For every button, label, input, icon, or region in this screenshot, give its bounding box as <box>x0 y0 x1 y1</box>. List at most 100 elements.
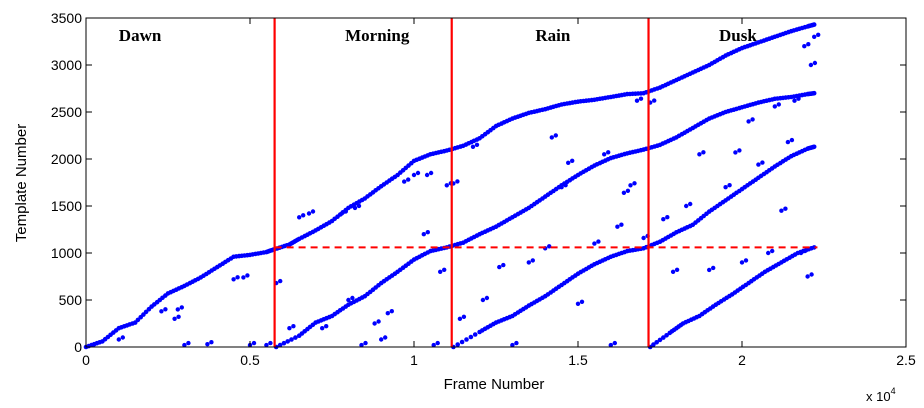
data-point <box>602 152 607 157</box>
data-point <box>592 241 597 246</box>
data-point <box>182 342 187 348</box>
data-point <box>459 339 465 345</box>
data-point <box>665 215 670 220</box>
y-tick-label: 2500 <box>51 104 82 120</box>
data-point <box>501 262 506 268</box>
data-point <box>802 44 807 49</box>
data-point <box>697 152 702 157</box>
data-point <box>802 248 808 254</box>
data-point <box>245 273 250 278</box>
series-0 <box>83 22 817 350</box>
data-point <box>457 316 463 321</box>
data-point <box>661 217 666 222</box>
data-point <box>701 150 706 155</box>
data-point <box>346 297 351 303</box>
data-point <box>285 339 291 344</box>
data-point <box>438 269 443 274</box>
data-point <box>343 209 348 214</box>
data-point <box>415 170 421 176</box>
data-point <box>480 297 486 303</box>
data-point <box>425 230 430 235</box>
data-point <box>739 260 745 265</box>
data-point <box>812 60 818 66</box>
data-point <box>287 326 292 331</box>
data-point <box>281 340 287 346</box>
data-point <box>455 179 460 184</box>
data-point <box>750 117 755 122</box>
data-point <box>727 183 732 188</box>
data-point <box>596 239 601 244</box>
y-tick-label: 1000 <box>51 245 82 261</box>
data-point <box>772 104 777 109</box>
data-point <box>324 324 329 329</box>
data-point <box>670 269 676 274</box>
data-point <box>579 299 585 304</box>
data-point <box>563 183 568 188</box>
data-point <box>231 277 236 282</box>
data-point <box>205 342 210 347</box>
reference-lines <box>273 18 818 347</box>
region-label-dusk: Dusk <box>719 26 757 45</box>
data-point <box>798 250 804 256</box>
data-point <box>723 185 728 190</box>
data-point <box>606 150 611 155</box>
data-point <box>575 301 581 306</box>
x-tick-label: 2.5 <box>896 352 916 368</box>
data-point <box>559 185 564 190</box>
data-point <box>186 340 191 346</box>
data-point <box>746 119 751 124</box>
data-point <box>268 340 273 346</box>
data-point <box>756 162 761 167</box>
data-point <box>812 34 817 39</box>
data-point <box>264 342 269 348</box>
data-point <box>785 139 791 145</box>
data-point <box>251 340 257 346</box>
data-point <box>608 342 613 348</box>
data-point <box>510 342 515 348</box>
data-point <box>776 102 781 107</box>
data-point <box>235 275 240 280</box>
data-point <box>625 188 631 193</box>
data-point <box>779 208 784 213</box>
data-point <box>359 342 364 348</box>
data-point <box>277 342 283 348</box>
x-tick-label: 0 <box>82 352 90 368</box>
data-point <box>530 258 535 263</box>
data-point <box>172 316 177 321</box>
data-point <box>641 235 646 241</box>
data-point <box>811 22 817 27</box>
y-axis-title: Template Number <box>13 124 30 242</box>
data-point <box>372 321 377 326</box>
tick-labels: 0 0.5 1 1.5 2 2.5 0 500 1000 1500 2000 2500 3000 3500 <box>51 10 916 368</box>
data-point <box>811 144 817 150</box>
data-point <box>654 340 659 345</box>
data-point <box>435 340 440 346</box>
data-point <box>809 272 814 277</box>
data-point <box>711 265 716 271</box>
data-point <box>431 342 436 348</box>
axes <box>85 17 907 348</box>
data-point <box>444 183 449 188</box>
data-point <box>796 96 801 101</box>
data-point <box>652 98 657 103</box>
data-point <box>356 203 362 209</box>
data-point <box>632 181 637 186</box>
data-point <box>352 205 358 211</box>
data-point <box>389 309 394 314</box>
x-tick-label: 1.5 <box>568 352 588 368</box>
data-point <box>621 190 627 195</box>
data-point <box>553 133 558 138</box>
data-point <box>455 342 461 347</box>
data-point <box>461 314 467 319</box>
data-point <box>159 309 164 314</box>
data-point <box>350 295 355 301</box>
data-point <box>789 137 795 143</box>
data-point <box>816 32 821 37</box>
x-tick-label: 1 <box>410 352 418 368</box>
data-point <box>570 158 575 163</box>
data-point <box>297 215 302 220</box>
data-point <box>566 160 571 165</box>
data-point <box>612 340 617 346</box>
data-point <box>811 245 817 250</box>
